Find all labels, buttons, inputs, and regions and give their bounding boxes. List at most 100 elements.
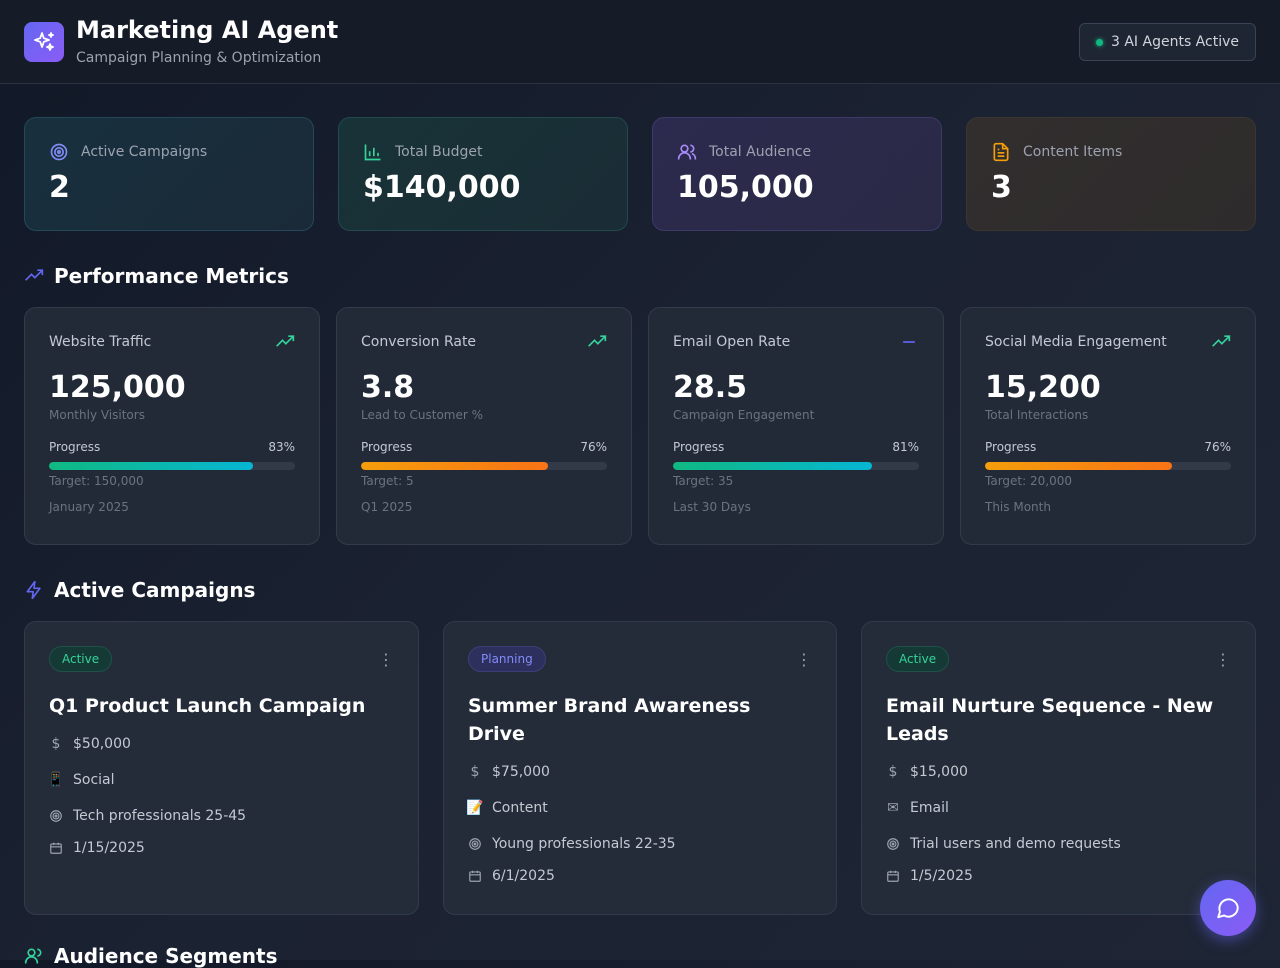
metric-unit: Monthly Visitors (49, 408, 145, 422)
progress-bar (673, 462, 919, 470)
target-icon (50, 143, 68, 161)
campaign-date: 1/15/2025 (73, 840, 145, 856)
dollar-icon: $ (51, 736, 61, 752)
campaign-date: 6/1/2025 (492, 868, 555, 884)
bar-chart-icon (364, 144, 381, 161)
chat-bubble-icon (1217, 898, 1239, 919)
section-title-audience: Audience Segments (24, 944, 277, 968)
campaign-channel: Email (910, 800, 949, 816)
dollar-icon: $ (470, 764, 480, 780)
campaign-card[interactable]: Active ⋮ Email Nurture Sequence - New Le… (861, 621, 1256, 915)
metric-period: Q1 2025 (361, 500, 413, 514)
metric-card-conversion-rate: Conversion Rate 3.8 Lead to Customer % P… (336, 307, 632, 545)
minus-icon (903, 341, 915, 343)
status-badge: Active (49, 646, 113, 672)
app-title: Marketing AI Agent (76, 16, 339, 44)
stat-label: Content Items (1023, 144, 1123, 160)
calendar-icon (49, 841, 63, 855)
progress-bar (361, 462, 607, 470)
stat-label: Total Budget (395, 144, 483, 160)
metric-period: This Month (985, 500, 1051, 514)
progress-fill (673, 462, 873, 470)
section-title-text: Performance Metrics (54, 264, 289, 288)
progress-label: Progress (361, 440, 413, 454)
section-title-performance: Performance Metrics (24, 264, 289, 288)
campaign-budget: $15,000 (910, 764, 968, 780)
campaign-audience: Tech professionals 25-45 (73, 808, 247, 824)
progress-label: Progress (49, 440, 101, 454)
status-badge: Active (886, 646, 950, 672)
progress-percent: 83% (268, 440, 295, 454)
campaign-channel: Content (492, 800, 548, 816)
metric-value: 3.8 (361, 370, 415, 405)
stat-label: Active Campaigns (81, 144, 208, 160)
users-icon (677, 144, 697, 160)
metric-unit: Lead to Customer % (361, 408, 484, 422)
progress-fill (361, 462, 548, 470)
section-title-campaigns: Active Campaigns (24, 578, 255, 602)
metric-target: Target: 35 (673, 474, 734, 488)
stat-card-content-items: Content Items 3 (966, 117, 1256, 231)
status-dot-icon (1095, 38, 1103, 46)
progress-label: Progress (673, 440, 725, 454)
more-options-icon[interactable]: ⋮ (1215, 649, 1231, 669)
sparkles-logo-icon (24, 22, 64, 62)
agents-status-badge[interactable]: 3 AI Agents Active (1078, 23, 1256, 61)
trending-up-icon (1212, 335, 1231, 347)
progress-percent: 76% (1204, 440, 1231, 454)
metric-value: 15,200 (985, 370, 1101, 405)
target-icon (468, 837, 482, 851)
progress-bar (49, 462, 295, 470)
target-icon (886, 837, 900, 851)
campaign-budget: $75,000 (492, 764, 550, 780)
more-options-icon[interactable]: ⋮ (378, 649, 394, 669)
campaign-date: 1/5/2025 (910, 868, 973, 884)
metric-period: Last 30 Days (673, 500, 751, 514)
trending-up-icon (588, 335, 607, 347)
target-icon (49, 809, 63, 823)
metric-target: Target: 150,000 (49, 474, 144, 488)
metric-card-email-open-rate: Email Open Rate 28.5 Campaign Engagement… (648, 307, 944, 545)
metric-name: Conversion Rate (361, 334, 477, 350)
metric-value: 125,000 (49, 370, 186, 405)
metric-name: Email Open Rate (673, 334, 791, 350)
stat-label: Total Audience (709, 144, 812, 160)
progress-fill (49, 462, 254, 470)
metric-period: January 2025 (49, 500, 129, 514)
stat-value: 2 (49, 170, 70, 205)
app-subtitle: Campaign Planning & Optimization (76, 50, 322, 66)
calendar-icon (468, 869, 482, 883)
stat-card-total-audience: Total Audience 105,000 (652, 117, 942, 231)
metric-name: Website Traffic (49, 334, 152, 350)
status-badge: Planning (468, 646, 546, 672)
memo-icon: 📝 (466, 800, 484, 816)
agents-status-label: 3 AI Agents Active (1110, 34, 1239, 50)
calendar-icon (886, 869, 900, 883)
metric-name: Social Media Engagement (985, 334, 1167, 350)
progress-fill (985, 462, 1172, 470)
campaign-card[interactable]: Active ⋮ Q1 Product Launch Campaign $ $50… (24, 621, 419, 915)
metric-target: Target: 20,000 (985, 474, 1072, 488)
progress-percent: 81% (892, 440, 919, 454)
stat-card-total-budget: Total Budget $140,000 (338, 117, 628, 231)
more-options-icon[interactable]: ⋮ (796, 649, 812, 669)
campaign-channel: Social (73, 772, 115, 788)
progress-label: Progress (985, 440, 1037, 454)
chat-button[interactable] (1200, 880, 1256, 936)
trending-up-icon (25, 269, 44, 281)
stat-value: 3 (991, 170, 1012, 205)
campaign-audience: Young professionals 22-35 (492, 836, 676, 852)
trending-up-icon (276, 335, 295, 347)
section-title-text: Active Campaigns (54, 578, 256, 602)
envelope-icon: ✉ (887, 800, 899, 816)
users-icon (24, 948, 42, 964)
progress-percent: 76% (580, 440, 607, 454)
metric-value: 28.5 (673, 370, 748, 405)
campaign-audience: Trial users and demo requests (910, 836, 1121, 852)
lightning-icon (26, 580, 41, 600)
campaign-card[interactable]: Planning ⋮ Summer Brand Awareness Drive … (443, 621, 837, 915)
mobile-phone-icon: 📱 (47, 772, 65, 788)
campaign-name: Summer Brand Awareness Drive (468, 695, 751, 745)
metric-card-social-engagement: Social Media Engagement 15,200 Total Int… (960, 307, 1256, 545)
campaign-name: Q1 Product Launch Campaign (49, 695, 366, 717)
